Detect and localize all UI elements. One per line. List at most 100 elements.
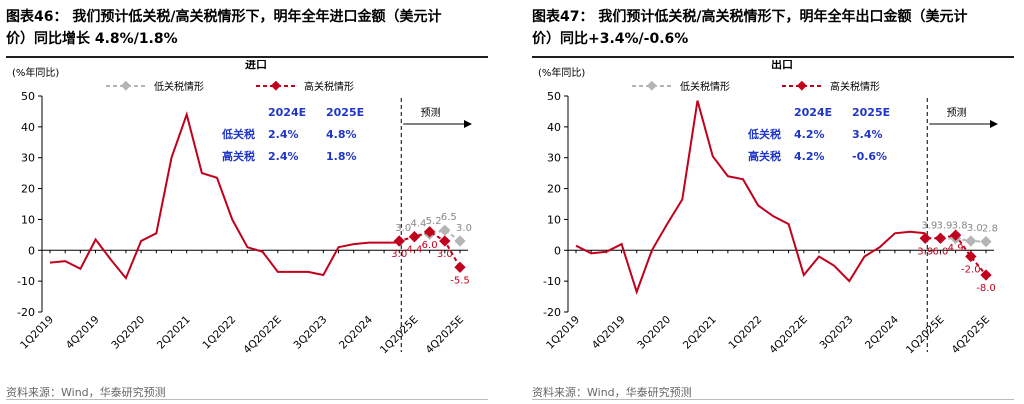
legend-marker-1 xyxy=(270,80,281,91)
series-point-0 xyxy=(454,235,466,247)
title-rule xyxy=(532,56,1014,58)
legend: 低关税情形 高关税情形 xyxy=(632,80,880,93)
x-tick-label: 4Q2019 xyxy=(590,314,628,352)
table-header: 2025E xyxy=(852,106,890,119)
series-point-1 xyxy=(454,261,466,273)
x-tick-label: 2Q2021 xyxy=(681,314,719,352)
export-chart-panel: 图表47： 我们预计低关税/高关税情形下，明年全年出口金额（美元计 价）同比+3… xyxy=(532,0,1024,404)
table-cell: 低关税 xyxy=(747,127,781,141)
series-point-1 xyxy=(949,229,962,241)
figure-title-line1: 图表46： 我们预计低关税/高关税情形下，明年全年进口金额（美元计 xyxy=(6,9,442,25)
data-label-0: 3.0 xyxy=(456,223,472,234)
y-tick-label: -20 xyxy=(17,306,35,319)
x-tick-label: 1Q2022 xyxy=(726,314,764,352)
legend-marker-0 xyxy=(646,80,657,91)
table-header: 2025E xyxy=(326,106,364,119)
data-label-0: 3.8 xyxy=(952,221,968,232)
legend-label-0: 低关税情形 xyxy=(680,80,730,93)
y-tick-label: 10 xyxy=(547,213,561,226)
figure-title-line2: 价）同比增长 4.8%/1.8% xyxy=(6,31,178,47)
source-note: 资料来源：Wind，华泰研究预测 xyxy=(532,386,692,399)
data-label-1: 3.0 xyxy=(391,249,407,260)
y-tick-label: 40 xyxy=(21,121,35,134)
x-tick-label: 3Q2023 xyxy=(292,314,330,352)
table-cell: 2.4% xyxy=(268,150,299,163)
y-tick-label: 0 xyxy=(554,244,561,257)
data-label-1: 6.0 xyxy=(932,246,948,257)
x-tick-label: 1Q2025E xyxy=(904,314,947,357)
x-tick-label: 3Q2023 xyxy=(818,314,856,352)
figure-title-line1: 图表47： 我们预计低关税/高关税情形下，明年全年出口金额（美元计 xyxy=(532,9,968,25)
table-cell: 4.2% xyxy=(794,150,825,163)
x-tick-label: 2Q2021 xyxy=(155,314,193,352)
table-cell: 1.8% xyxy=(326,150,357,163)
table-cell: 低关税 xyxy=(221,127,255,141)
x-tick-label: 4Q2019 xyxy=(64,314,102,352)
summary-table: 2024E 2025E 低关税 2.4% 4.8% 高关税 2.4% 1.8% xyxy=(221,106,364,163)
x-tick-label: 4Q2025E xyxy=(423,314,466,357)
data-label-1: 6.0 xyxy=(422,240,438,251)
legend-marker-1 xyxy=(796,80,807,91)
y-tick-label: 40 xyxy=(547,121,561,134)
table-cell: -0.6% xyxy=(852,150,887,163)
figure-title: 图表46： 我们预计低关税/高关税情形下，明年全年进口金额（美元计 价）同比增长… xyxy=(6,6,496,50)
bottom-rule xyxy=(6,399,488,400)
y-axis-label: (%年同比) xyxy=(12,66,59,79)
x-tick-label: 1Q2025E xyxy=(378,314,421,357)
legend-marker-0 xyxy=(120,80,131,91)
series-point-1 xyxy=(965,250,977,263)
series-point-1 xyxy=(408,231,421,243)
data-label-0: 3.0 xyxy=(395,223,411,234)
forecast-arrow-head xyxy=(464,120,472,128)
table-cell: 高关税 xyxy=(748,149,781,163)
forecast-label: 预测 xyxy=(421,106,441,119)
title-rule xyxy=(6,56,488,58)
y-tick-label: 50 xyxy=(21,90,35,103)
legend-label-0: 低关税情形 xyxy=(154,80,204,93)
series-point-1 xyxy=(439,235,451,247)
y-tick-label: -20 xyxy=(543,306,561,319)
y-tick-label: 20 xyxy=(547,183,561,196)
data-label-1: 4.4 xyxy=(406,245,422,256)
x-tick-label: 3Q2020 xyxy=(109,314,147,352)
source-note: 资料来源：Wind，华泰研究预测 xyxy=(6,386,166,399)
data-label-0: 2.8 xyxy=(982,224,998,235)
x-tick-label: 4Q2022E xyxy=(241,314,284,357)
chart-title: 进口 xyxy=(245,60,267,71)
data-label-1: -2.0 xyxy=(961,264,981,275)
series-point-1 xyxy=(393,235,405,247)
table-header: 2024E xyxy=(268,106,306,119)
series-1: 3.0 4.4 6.03.0-5.5 xyxy=(391,226,470,286)
legend-label-1: 高关税情形 xyxy=(830,80,880,93)
y-tick-label: -10 xyxy=(543,275,561,288)
series-point-1 xyxy=(980,269,992,281)
data-label-1: -5.5 xyxy=(450,275,470,286)
x-tick-label: 1Q2019 xyxy=(18,314,56,352)
legend-label-1: 高关税情形 xyxy=(304,80,354,93)
figure-title: 图表47： 我们预计低关税/高关税情形下，明年全年出口金额（美元计 价）同比+3… xyxy=(532,6,1022,50)
summary-table: 2024E 2025E 低关税 4.2% 3.4% 高关税 4.2% -0.6% xyxy=(747,106,890,163)
data-label-0: 5.2 xyxy=(426,216,442,227)
data-label-0: 3.9 xyxy=(921,220,937,231)
x-tick-label: 1Q2022 xyxy=(200,314,238,352)
x-tick-label: 4Q2025E xyxy=(949,314,992,357)
table-cell: 4.2% xyxy=(794,128,825,141)
data-label-1: 3.9 xyxy=(917,246,933,257)
data-label-1: 4.9 xyxy=(948,243,964,254)
data-label-1: -8.0 xyxy=(976,283,996,294)
data-label-0: 3.9 xyxy=(936,220,952,231)
series-point-1 xyxy=(934,232,947,244)
data-label-0: 6.5 xyxy=(441,212,457,223)
data-label-0: 3.0 xyxy=(967,223,983,234)
series-1: 3.9 6.0 4.9 -2.0 -8.0 xyxy=(917,229,996,294)
table-cell: 3.4% xyxy=(852,128,883,141)
series-point-0 xyxy=(439,224,451,236)
series-point-0 xyxy=(980,235,992,248)
y-tick-label: 20 xyxy=(21,183,35,196)
import-chart-panel: 图表46： 我们预计低关税/高关税情形下，明年全年进口金额（美元计 价）同比增长… xyxy=(6,0,506,404)
x-tick-label: 1Q2019 xyxy=(544,314,582,352)
table-cell: 4.8% xyxy=(326,128,357,141)
bottom-rule xyxy=(532,399,1014,400)
